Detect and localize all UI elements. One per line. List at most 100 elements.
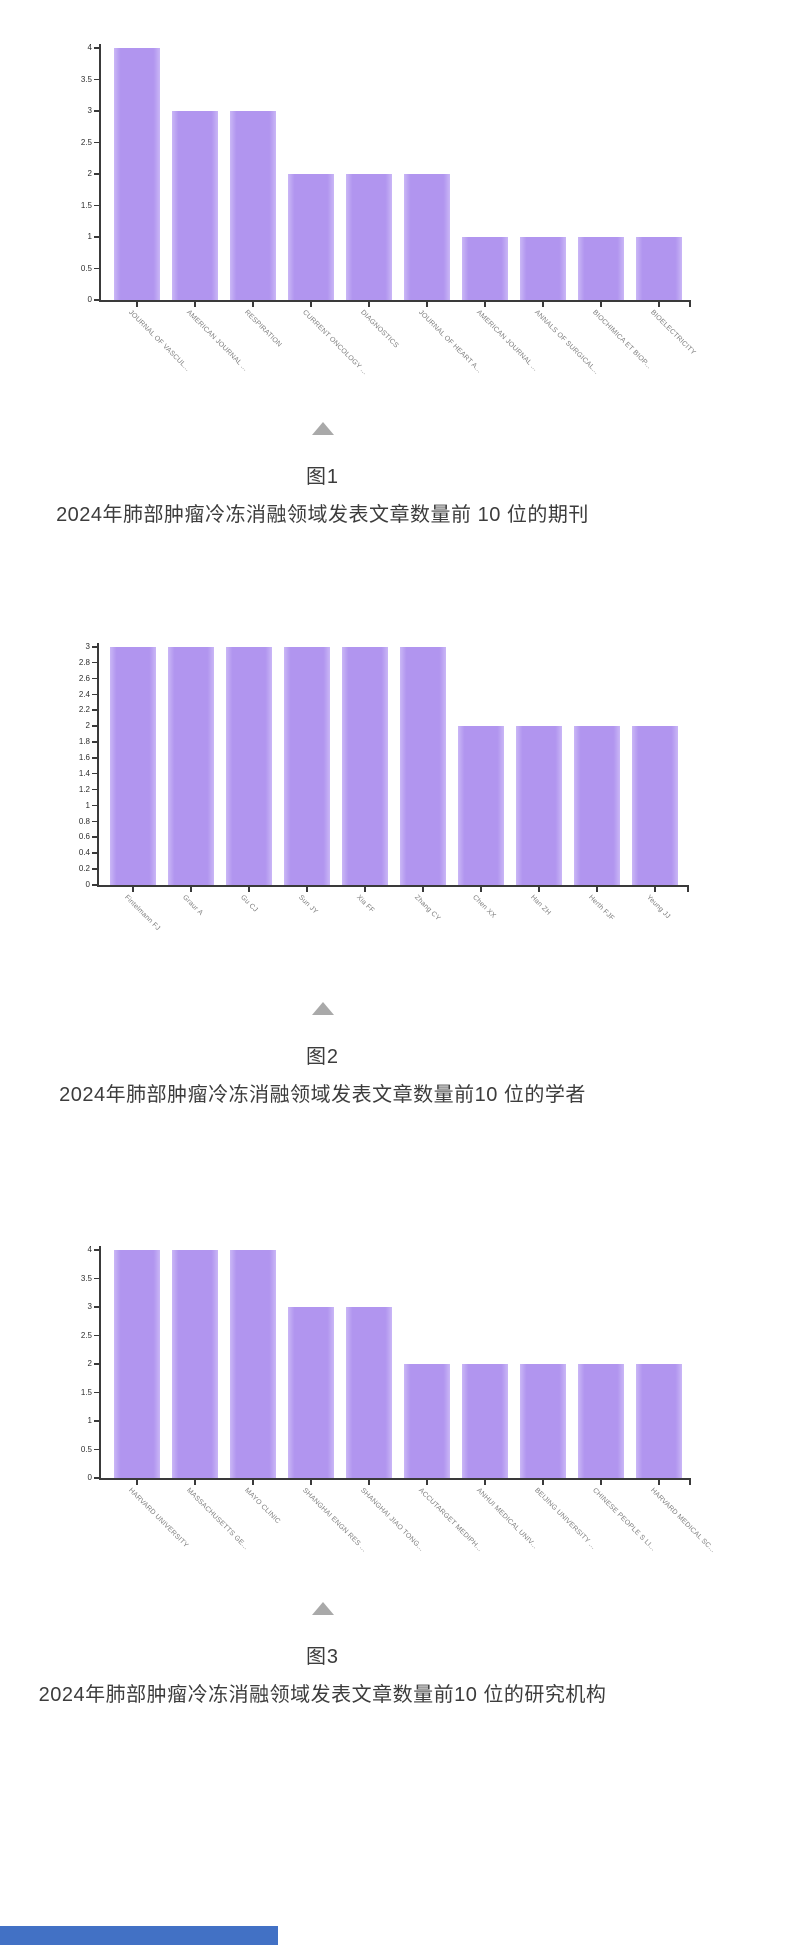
x-axis-label: ACCUTARGET MEDIPH... — [416, 1487, 483, 1554]
y-tick — [92, 868, 97, 870]
x-tick — [194, 302, 196, 307]
y-tick-label: 3.5 — [80, 1273, 92, 1283]
y-tick — [92, 677, 97, 680]
bottom-blue-bar — [0, 1926, 278, 1945]
figure2-caption: 2024年肺部肿瘤冷冻消融领域发表文章数量前10 位的学者 — [59, 1084, 586, 1106]
y-tick — [92, 852, 97, 854]
x-tick — [484, 1480, 486, 1485]
bar — [577, 237, 624, 300]
y-tick — [94, 1277, 99, 1279]
x-axis-label: MAYO CLINIC — [242, 1487, 281, 1526]
x-tick — [252, 1480, 254, 1485]
y-axis — [99, 44, 101, 300]
y-tick-label: 4 — [87, 43, 92, 52]
x-axis-label: HARVARD MEDICAL SC... — [648, 1487, 716, 1555]
y-tick-label: 4 — [87, 1245, 92, 1254]
y-tick — [92, 725, 97, 727]
triangle-up-icon — [311, 422, 334, 435]
bar — [457, 726, 504, 885]
y-tick — [92, 772, 97, 775]
y-tick-label: 1 — [85, 800, 90, 810]
x-tick — [136, 302, 138, 307]
y-tick — [92, 757, 97, 759]
x-tick — [190, 887, 192, 892]
y-tick-label: 2.8 — [78, 657, 90, 667]
x-tick — [194, 1480, 196, 1485]
bar — [345, 174, 392, 300]
bar — [109, 647, 156, 885]
bar — [573, 726, 620, 885]
y-tick — [92, 884, 97, 886]
x-axis-label: CHINESE PEOPLE S LI... — [590, 1487, 657, 1553]
y-tick-label: 1.4 — [78, 768, 90, 778]
bar — [577, 1364, 624, 1478]
y-tick-label: 2.6 — [78, 673, 90, 683]
y-tick — [92, 693, 97, 696]
bar — [403, 174, 450, 300]
y-tick-label: 1 — [87, 232, 92, 241]
triangle-up-icon — [311, 1602, 334, 1615]
bar — [229, 111, 276, 300]
y-tick-label: 1.6 — [78, 753, 90, 763]
y-axis — [99, 1246, 101, 1478]
x-tick — [368, 302, 370, 307]
y-tick — [94, 173, 99, 175]
bar — [399, 647, 446, 885]
x-tick — [426, 302, 428, 307]
x-tick — [658, 1480, 660, 1485]
bar — [461, 1364, 508, 1478]
x-axis-label: SHANGHAI ENGN RES ... — [300, 1487, 368, 1554]
x-axis-label: MASSACHUSETTS GE... — [184, 1487, 249, 1552]
bar — [519, 237, 566, 300]
y-tick-label: 1 — [87, 1416, 92, 1425]
bar — [635, 237, 682, 300]
x-tick — [426, 1480, 428, 1485]
y-tick — [92, 709, 97, 711]
bar — [519, 1364, 566, 1478]
x-axis-label: ANHUI MEDICAL UNIV... — [474, 1487, 538, 1551]
y-tick — [92, 646, 97, 648]
y-tick — [94, 267, 99, 269]
x-tick — [484, 302, 486, 307]
y-tick-label: 1.2 — [78, 784, 90, 794]
x-axis — [97, 885, 689, 887]
y-tick — [94, 299, 99, 301]
figure1-label: 图1 — [305, 466, 340, 488]
x-axis — [99, 1478, 691, 1480]
x-tick — [542, 302, 544, 307]
bar — [225, 647, 272, 885]
y-tick-label: 0.2 — [78, 864, 90, 874]
x-tick — [310, 1480, 312, 1485]
y-axis — [97, 643, 99, 885]
bar — [341, 647, 388, 885]
bar — [283, 647, 330, 885]
y-tick-label: 2 — [85, 721, 90, 731]
y-tick — [94, 236, 99, 238]
y-tick — [94, 47, 99, 49]
y-tick-label: 2.4 — [78, 689, 90, 699]
y-tick-label: 0 — [87, 1473, 92, 1482]
x-tick — [422, 887, 424, 892]
y-tick — [94, 1391, 99, 1393]
bar — [171, 111, 218, 300]
x-axis — [99, 300, 691, 302]
y-tick — [94, 1477, 99, 1479]
figure3-collapse — [0, 1602, 645, 1615]
bar — [167, 647, 214, 885]
y-tick-label: 3 — [87, 106, 92, 115]
figure2-label: 图2 — [305, 1046, 340, 1068]
x-tick — [654, 887, 656, 892]
y-tick-label: 2.5 — [80, 137, 92, 147]
bar — [229, 1250, 276, 1478]
x-axis-label: BEIJING UNIVERSITY ... — [532, 1487, 597, 1551]
x-tick — [600, 302, 602, 307]
y-tick-label: 0 — [87, 295, 92, 304]
y-tick-label: 2.5 — [80, 1330, 92, 1340]
y-tick-label: 2 — [87, 1359, 92, 1368]
bar — [635, 1364, 682, 1478]
y-tick-label: 1.5 — [80, 1387, 92, 1397]
y-tick — [92, 741, 97, 743]
bar — [113, 48, 160, 300]
